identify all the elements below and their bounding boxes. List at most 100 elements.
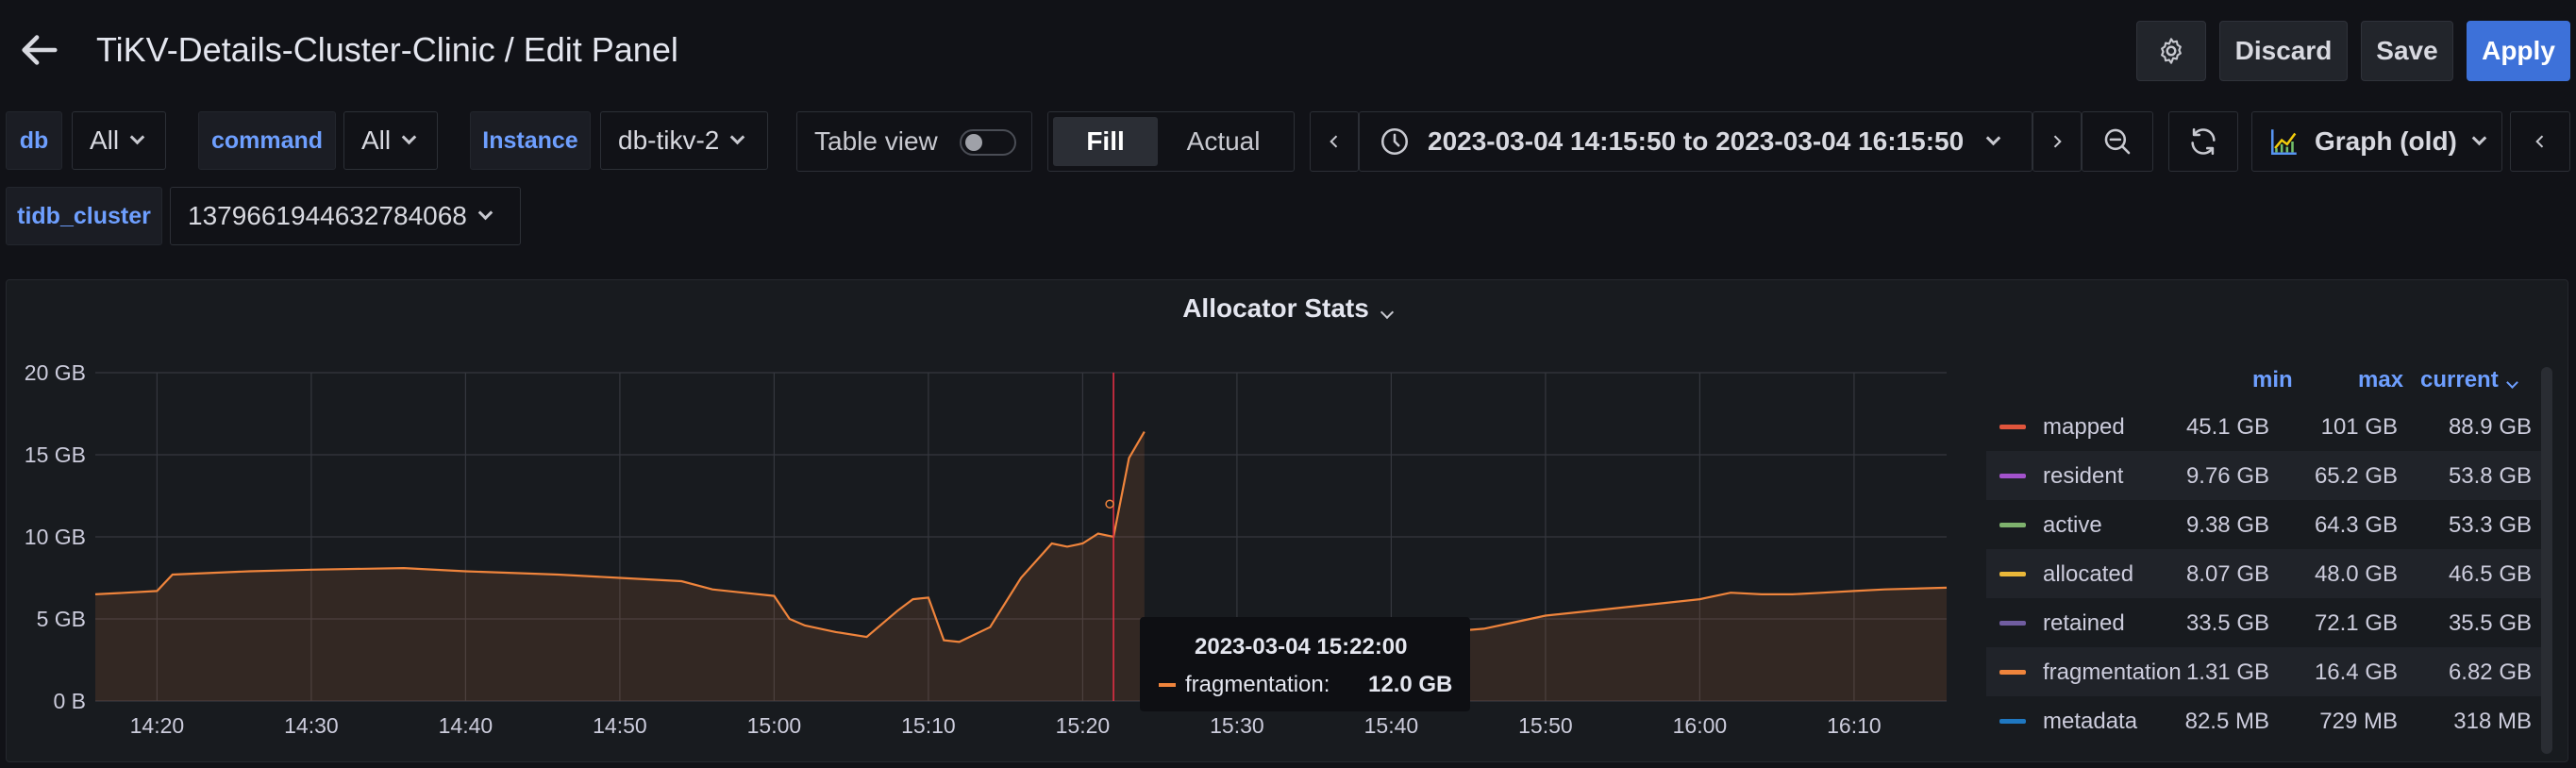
panel-title[interactable]: Allocator Stats	[7, 293, 2568, 324]
chevron-down-icon	[730, 129, 745, 144]
legend-item-name: fragmentation	[2043, 659, 2182, 685]
refresh-icon	[2191, 127, 2216, 156]
legend-item-max: 16.4 GB	[2314, 659, 2398, 685]
y-tick-label: 15 GB	[25, 442, 86, 467]
series-area-fragmentation-0	[95, 431, 1145, 701]
x-tick-label: 15:20	[1056, 713, 1111, 738]
legend-swatch	[1999, 572, 2026, 576]
legend-item-current: 46.5 GB	[2448, 561, 2532, 587]
collapse-options-button[interactable]	[2510, 111, 2570, 172]
legend-item-min: 82.5 MB	[2184, 709, 2269, 734]
legend-item-name: allocated	[2043, 561, 2134, 587]
variable-select-tidb-cluster[interactable]: 1379661944632784068	[170, 187, 521, 245]
gear-icon	[2161, 38, 2182, 64]
y-tick-label: 0 B	[53, 689, 86, 713]
chevron-down-icon	[477, 205, 493, 220]
x-tick-label: 15:30	[1210, 713, 1264, 738]
legend-swatch	[1999, 425, 2026, 429]
legend-item-active[interactable]: active 9.38 GB 64.3 GB 53.3 GB	[1986, 500, 2552, 549]
chart-area[interactable]: 0 B 5 GB 10 GB 15 GB 20 GB 14:20 14:30 14:40 14:…	[7, 280, 1969, 752]
discard-button[interactable]: Discard	[2219, 21, 2348, 81]
legend-swatch	[1999, 523, 2026, 527]
legend-item-fragmentation[interactable]: fragmentation 1.31 GB 16.4 GB 6.82 GB	[1986, 647, 2552, 696]
time-back-button[interactable]	[1310, 111, 1359, 172]
legend-item-current: 53.3 GB	[2448, 512, 2532, 538]
clock-icon	[1380, 127, 1409, 156]
save-button[interactable]: Save	[2361, 21, 2453, 81]
variable-select-command[interactable]: All	[343, 111, 438, 170]
legend-item-min: 45.1 GB	[2185, 414, 2269, 440]
legend-item-name: retained	[2043, 610, 2125, 636]
variable-select-db[interactable]: All	[72, 111, 166, 170]
x-tick-label: 16:00	[1673, 713, 1728, 738]
legend-item-min: 33.5 GB	[2185, 610, 2269, 636]
graph-icon	[2270, 129, 2297, 156]
legend-item-name: active	[2043, 512, 2102, 538]
x-tick-label: 14:30	[284, 713, 339, 738]
legend-item-metadata[interactable]: metadata 82.5 MB 729 MB 318 MB	[1986, 696, 2552, 745]
variable-value-instance: db-tikv-2	[618, 125, 720, 155]
x-tick-label: 14:50	[593, 713, 647, 738]
chevron-down-icon	[401, 129, 417, 144]
legend-item-current: 6.82 GB	[2448, 659, 2532, 685]
legend-item-min: 8.07 GB	[2185, 561, 2269, 587]
y-tick-label: 20 GB	[25, 360, 86, 385]
legend-item-current: 53.8 GB	[2448, 463, 2532, 489]
back-arrow-icon[interactable]	[17, 28, 60, 72]
legend-item-max: 101 GB	[2320, 414, 2398, 440]
top-bar: TiKV-Details-Cluster-Clinic / Edit Panel…	[0, 0, 2576, 102]
chevron-down-icon	[129, 129, 145, 144]
legend-item-max: 48.0 GB	[2314, 561, 2398, 587]
page-title: TiKV-Details-Cluster-Clinic / Edit Panel	[96, 30, 678, 69]
legend-swatch	[1999, 474, 2026, 478]
fill-option[interactable]: Fill	[1053, 117, 1159, 166]
apply-button[interactable]: Apply	[2467, 21, 2570, 81]
legend-swatch	[1999, 670, 2026, 675]
x-tick-label: 14:20	[130, 713, 185, 738]
refresh-button[interactable]	[2168, 111, 2238, 172]
legend-item-retained[interactable]: retained 33.5 GB 72.1 GB 35.5 GB	[1986, 598, 2552, 647]
legend-item-resident[interactable]: resident 9.76 GB 65.2 GB 53.8 GB	[1986, 451, 2552, 500]
legend-item-name: resident	[2043, 463, 2124, 489]
toggle-knob	[965, 134, 982, 151]
legend-header-current-text: current	[2420, 367, 2499, 392]
chevron-down-icon	[2471, 130, 2487, 145]
tooltip-series-value: 12.0 GB	[1368, 672, 1453, 697]
tooltip-time: 2023-03-04 15:22:00	[1195, 634, 1408, 659]
hover-point	[1105, 499, 1114, 509]
legend-header-min[interactable]: min	[2252, 367, 2293, 392]
legend-item-max: 72.1 GB	[2314, 610, 2398, 636]
legend-item-min: 1.31 GB	[2185, 659, 2269, 685]
variable-label-db: db	[6, 111, 62, 170]
tooltip-series-name: fragmentation:	[1185, 672, 1330, 697]
legend-item-mapped[interactable]: mapped 45.1 GB 101 GB 88.9 GB	[1986, 402, 2552, 451]
legend-item-min: 9.76 GB	[2185, 463, 2269, 489]
legend-item-min: 9.38 GB	[2185, 512, 2269, 538]
toggle-switch[interactable]	[960, 129, 1016, 156]
series-area-fragmentation-1	[1360, 587, 1947, 701]
chevron-left-icon	[1330, 135, 1338, 148]
visualization-picker[interactable]: Graph (old)	[2251, 111, 2502, 172]
variable-select-instance[interactable]: db-tikv-2	[600, 111, 768, 170]
legend-item-max: 729 MB	[2319, 709, 2398, 734]
time-range-picker[interactable]: 2023-03-04 14:15:50 to 2023-03-04 16:15:…	[1359, 111, 2032, 172]
time-forward-button[interactable]	[2032, 111, 2082, 172]
legend-item-allocated[interactable]: allocated 8.07 GB 48.0 GB 46.5 GB	[1986, 549, 2552, 598]
table-view-label: Table view	[814, 126, 938, 156]
variable-value-command: All	[361, 125, 392, 155]
legend-scrollbar[interactable]	[2541, 367, 2552, 754]
series-line-fragmentation-0	[94, 431, 1146, 643]
table-view-toggle[interactable]: Table view	[796, 111, 1032, 172]
legend-item-current: 318 MB	[2453, 709, 2532, 734]
fill-actual-group: Fill Actual	[1047, 111, 1295, 172]
zoom-out-button[interactable]	[2082, 111, 2153, 172]
legend-swatch	[1999, 719, 2026, 724]
hover-tooltip: 2023-03-04 15:22:00 fragmentation: 12.0 …	[1140, 617, 1470, 711]
actual-option[interactable]: Actual	[1186, 126, 1261, 156]
y-tick-label: 10 GB	[25, 525, 86, 549]
settings-button[interactable]	[2136, 21, 2206, 81]
legend-header-current[interactable]: current	[2420, 367, 2518, 393]
legend-item-name: mapped	[2043, 414, 2125, 440]
legend-header-max[interactable]: max	[2358, 367, 2404, 392]
time-range-text: 2023-03-04 14:15:50 to 2023-03-04 16:15:…	[1428, 126, 1965, 156]
